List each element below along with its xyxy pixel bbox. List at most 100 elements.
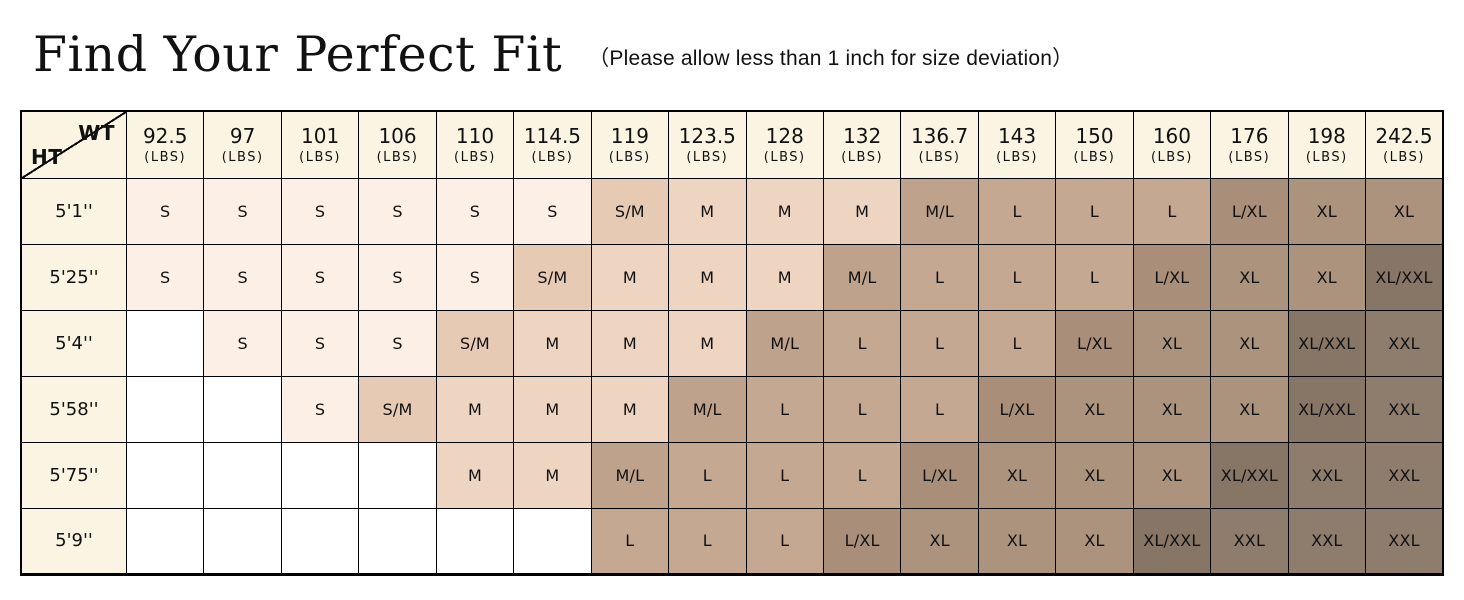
size-cell: L <box>977 243 1057 311</box>
weight-value: 176 <box>1230 123 1269 148</box>
weight-value: 128 <box>765 123 804 148</box>
size-cell: L <box>822 441 902 509</box>
weight-unit-label: (LBS) <box>454 149 496 165</box>
empty-cell <box>203 375 282 443</box>
size-cell: L/XL <box>822 507 902 575</box>
empty-cell <box>435 507 515 575</box>
weight-header: 92.5 (LBS) <box>125 110 205 179</box>
weight-unit-label: (LBS) <box>686 149 729 165</box>
size-cell: L <box>977 177 1057 245</box>
size-cell: XL <box>1287 177 1367 245</box>
size-cell: XL <box>1365 177 1444 245</box>
size-cell: M <box>513 375 592 443</box>
weight-value: 198 <box>1307 123 1346 148</box>
size-cell: XL <box>1055 507 1134 575</box>
size-cell: XL <box>900 507 979 575</box>
size-cell: M <box>590 375 670 443</box>
weight-value: 242.5 <box>1375 123 1433 148</box>
weight-unit-label: (LBS) <box>299 149 341 165</box>
size-cell: L/XL <box>1210 177 1289 245</box>
size-cell: M/L <box>900 177 979 245</box>
size-cell: L <box>745 441 824 509</box>
size-cell: XL <box>1055 375 1134 443</box>
weight-header: 242.5 (LBS) <box>1365 110 1444 179</box>
height-header: 5'75'' <box>20 441 127 509</box>
empty-cell <box>125 441 205 509</box>
table-row: 5'25'' S S S S S S/M M M M M/L L L L L/XL XL XL XL/XXL <box>20 243 1444 311</box>
size-cell: S <box>358 243 437 311</box>
height-header: 5'9'' <box>20 507 127 575</box>
corner-weight-label: WT <box>78 121 115 145</box>
weight-value: 132 <box>843 123 882 148</box>
weight-unit-label: (LBS) <box>1228 149 1271 165</box>
size-cell: S <box>358 177 437 245</box>
size-cell: XL <box>977 441 1057 509</box>
size-cell: S <box>203 309 282 377</box>
size-cell: XXL <box>1365 309 1444 377</box>
size-chart-head: WT HT 92.5 (LBS) 97 (LBS) 101 (LBS) 106 (LBS) 110(… <box>20 110 1444 179</box>
table-row: 5'4'' S S S S/M M M M M/L L L L L/XL XL XL XL/XXL XXL <box>20 309 1444 377</box>
header-row: WT HT 92.5 (LBS) 97 (LBS) 101 (LBS) 106 (LBS) 110(… <box>20 110 1444 179</box>
size-cell: S/M <box>358 375 437 443</box>
size-cell: L/XL <box>1132 243 1212 311</box>
weight-header: 143 (LBS) <box>977 110 1057 179</box>
weight-value: 136.7 <box>910 123 969 148</box>
size-cell: S <box>435 243 515 311</box>
weight-unit-label: (LBS) <box>221 149 264 165</box>
weight-header: 132 (LBS) <box>822 110 902 179</box>
weight-header: 97 (LBS) <box>203 110 282 179</box>
size-cell: L/XL <box>1055 309 1134 377</box>
size-cell: M <box>745 243 824 311</box>
empty-cell <box>125 309 205 377</box>
size-cell: XL/XXL <box>1210 441 1289 509</box>
size-cell: XL <box>1132 309 1212 377</box>
weight-header: 119 (LBS) <box>590 110 670 179</box>
size-cell: S <box>280 177 360 245</box>
size-cell: XL <box>1287 243 1367 311</box>
size-cell: M <box>668 243 747 311</box>
size-cell: L <box>745 375 824 443</box>
page-subtitle: （Please allow less than 1 inch for size … <box>588 47 1074 70</box>
weight-unit-label: (LBS) <box>918 149 961 165</box>
weight-header: 198 (LBS) <box>1287 110 1367 179</box>
size-cell: M <box>668 177 747 245</box>
size-cell: XXL <box>1365 441 1444 509</box>
size-cell: XXL <box>1287 507 1367 575</box>
size-cell: S <box>125 243 205 311</box>
size-cell: M/L <box>668 375 747 443</box>
size-cell: L <box>745 507 824 575</box>
height-header: 5'4'' <box>20 309 127 377</box>
size-cell: L <box>668 507 747 575</box>
empty-cell <box>358 441 437 509</box>
size-guide-page: Find Your Perfect Fit （Please allow less… <box>20 30 1444 576</box>
size-cell: L <box>1055 177 1134 245</box>
size-cell: M <box>822 177 902 245</box>
weight-value: 106 <box>378 123 417 148</box>
empty-cell <box>280 441 360 509</box>
weight-value: 110 <box>455 123 495 148</box>
weight-value: 97 <box>229 123 256 148</box>
size-cell: XXL <box>1365 375 1444 443</box>
size-cell: L <box>900 309 979 377</box>
weight-unit-label: (LBS) <box>1305 149 1348 165</box>
weight-header: 128 (LBS) <box>745 110 824 179</box>
size-cell: L <box>1055 243 1134 311</box>
corner-height-label: HT <box>31 144 63 169</box>
weight-header: 110 (LBS) <box>435 110 515 179</box>
empty-cell <box>203 507 282 575</box>
size-cell: L/XL <box>900 441 979 509</box>
weight-header: 101 (LBS) <box>280 110 360 179</box>
size-cell: XL <box>1210 375 1289 443</box>
weight-unit-label: (LBS) <box>841 149 884 165</box>
empty-cell <box>358 507 437 575</box>
size-cell: L/XL <box>977 375 1057 443</box>
empty-cell <box>125 507 205 575</box>
size-cell: L <box>977 309 1057 377</box>
weight-unit-label: (LBS) <box>144 149 187 165</box>
weight-unit-label: (LBS) <box>1073 149 1116 165</box>
weight-value: 123.5 <box>678 123 736 148</box>
weight-header: 176 (LBS) <box>1210 110 1289 179</box>
size-cell: XL/XXL <box>1365 243 1444 311</box>
size-cell: S <box>280 309 360 377</box>
size-cell: S/M <box>435 309 515 377</box>
